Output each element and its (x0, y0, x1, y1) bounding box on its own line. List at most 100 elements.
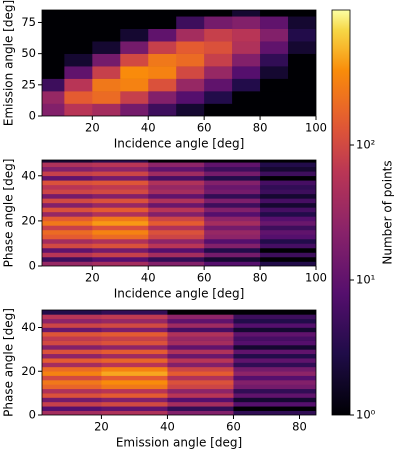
cell (233, 318, 316, 324)
colorbar (331, 9, 351, 416)
cell (101, 375, 168, 381)
cell (92, 225, 149, 231)
cell (64, 10, 93, 17)
cell (92, 91, 121, 104)
cell (260, 198, 316, 204)
cell (148, 10, 177, 17)
cell (101, 340, 168, 346)
cell (92, 198, 149, 204)
cell (204, 252, 261, 258)
cell (260, 66, 289, 79)
cell (260, 103, 289, 116)
y-tick-label: 20 (21, 213, 36, 227)
cell (92, 28, 121, 42)
y-tick-label: 25 (21, 77, 36, 91)
cell (64, 78, 93, 92)
cell (92, 162, 149, 168)
cell (148, 238, 205, 244)
cell (204, 180, 261, 186)
cell (260, 184, 316, 190)
cell (233, 336, 316, 341)
cell (204, 211, 261, 217)
cell (260, 202, 316, 208)
cell (101, 323, 168, 328)
cell (176, 103, 205, 116)
cell (204, 78, 233, 92)
cell (148, 180, 205, 186)
cell (260, 160, 316, 163)
y-tick-label: 0 (29, 259, 36, 273)
colorbar-tick-label: 10⁰ (356, 408, 376, 422)
cell (120, 41, 149, 54)
cell (233, 327, 316, 333)
x-tick-label: 80 (292, 420, 307, 434)
cell (92, 78, 121, 92)
cell (42, 16, 65, 30)
cell (92, 53, 121, 67)
cell (167, 375, 234, 381)
cell (101, 349, 168, 355)
cell (101, 353, 168, 359)
x-tick-label: 60 (197, 271, 212, 285)
cell (260, 175, 316, 181)
cell (64, 28, 93, 42)
y-tick-label: 40 (21, 168, 36, 182)
cell (92, 202, 149, 208)
cell (233, 393, 316, 398)
cell (101, 384, 168, 390)
cell (148, 256, 205, 262)
y-axis-label: Emission angle [deg] (2, 0, 16, 126)
cell (42, 340, 102, 346)
cell (204, 66, 233, 79)
cell (42, 171, 93, 177)
cell (42, 310, 102, 315)
cell (101, 336, 168, 341)
cell (260, 91, 289, 104)
cell (42, 358, 102, 363)
cell (42, 261, 93, 266)
cell (148, 234, 205, 240)
cell (92, 171, 149, 177)
cell (42, 384, 102, 390)
cell (101, 362, 168, 368)
cell (148, 247, 205, 253)
cell (167, 401, 234, 407)
cell (92, 234, 149, 240)
cell (42, 189, 93, 195)
cell (92, 220, 149, 226)
cell (167, 353, 234, 359)
cell (176, 10, 205, 17)
cell (42, 388, 102, 394)
cell (42, 202, 93, 208)
cell (148, 202, 205, 208)
cell (92, 193, 149, 199)
cell (204, 53, 233, 67)
cell (92, 66, 121, 79)
cell (204, 10, 233, 17)
colorbar-label: Number of points (381, 160, 395, 264)
cell (148, 166, 205, 172)
cell (92, 175, 149, 181)
cell (92, 103, 121, 116)
cell (288, 16, 316, 30)
x-tick-label: 100 (305, 271, 327, 285)
cell (167, 371, 234, 376)
cell (233, 353, 316, 359)
cell (42, 225, 93, 231)
cell (288, 78, 316, 92)
cell (148, 171, 205, 177)
cell (176, 28, 205, 42)
heatmap (42, 10, 316, 116)
cell (42, 234, 93, 240)
cell (101, 406, 168, 411)
cell (148, 229, 205, 235)
cell (92, 41, 121, 54)
cell (42, 256, 93, 262)
cell (42, 327, 102, 333)
x-axis-label: Incidence angle [deg] (114, 287, 245, 301)
cell (204, 193, 261, 199)
x-axis-label: Incidence angle [deg] (114, 137, 245, 151)
cell (260, 41, 289, 54)
cell (42, 28, 65, 42)
cell (260, 207, 316, 213)
